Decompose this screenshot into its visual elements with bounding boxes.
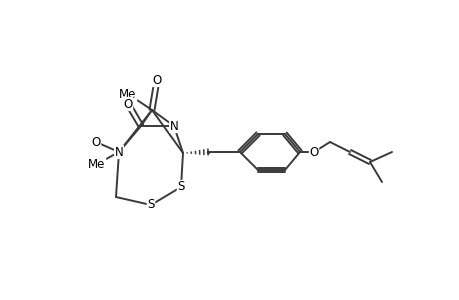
Text: O: O (91, 136, 101, 148)
Text: N: N (169, 119, 178, 133)
Text: Me: Me (88, 158, 106, 170)
Text: N: N (114, 146, 123, 158)
Text: O: O (309, 146, 318, 158)
Text: O: O (152, 74, 161, 86)
Text: O: O (123, 98, 132, 110)
Text: S: S (177, 181, 184, 194)
Text: S: S (147, 199, 154, 212)
Text: Me: Me (119, 88, 136, 100)
